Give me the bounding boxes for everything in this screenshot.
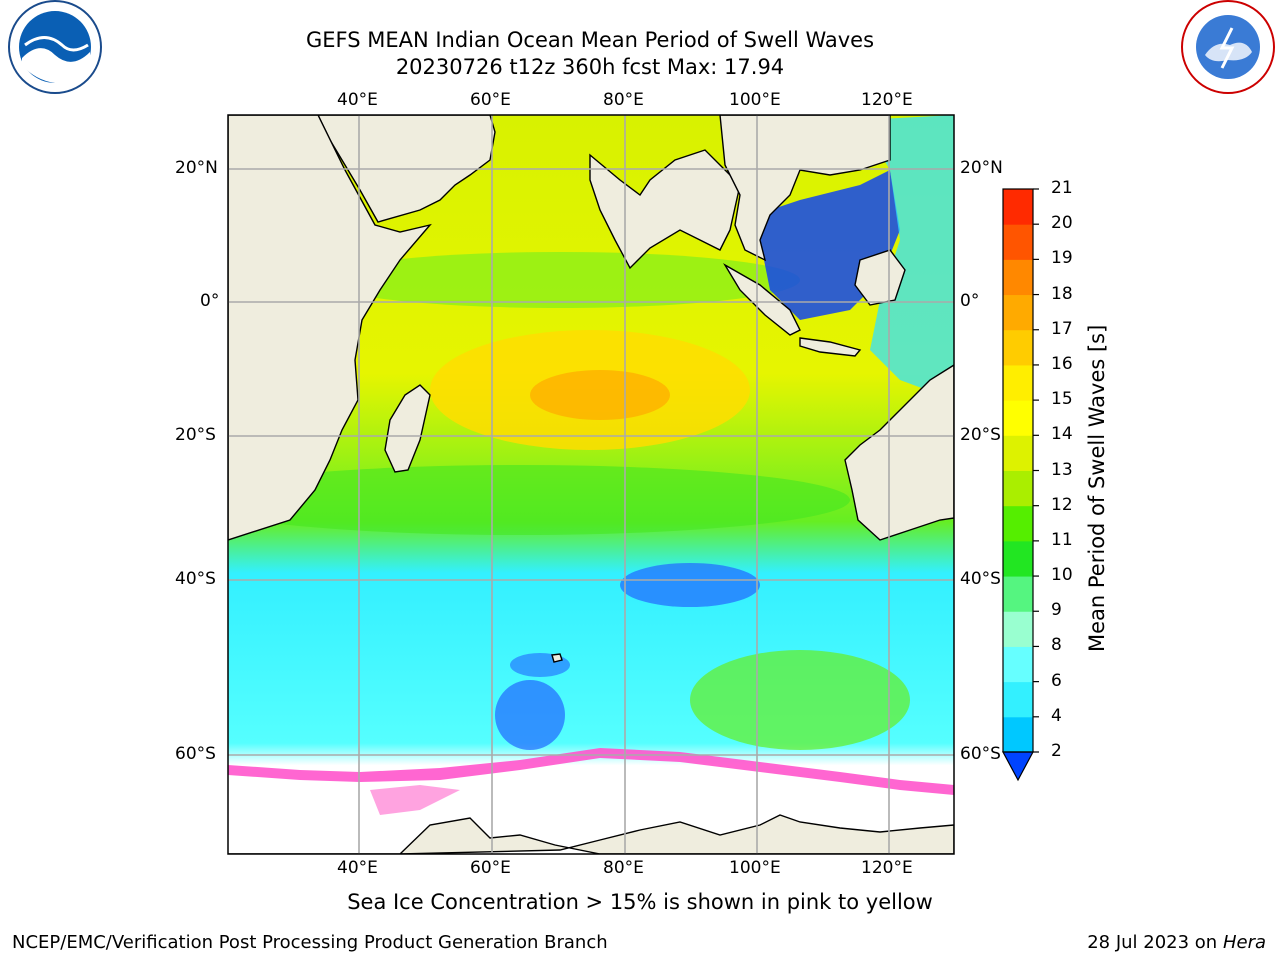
nws-logo — [1181, 0, 1275, 94]
map-panel — [228, 115, 954, 854]
lat-label-right: 0° — [960, 291, 980, 311]
kerguelen — [551, 653, 563, 663]
green-patch-southeast — [690, 650, 910, 750]
colorbar-tick-label: 16 — [1051, 353, 1073, 374]
madagascar — [384, 384, 431, 473]
land — [228, 115, 954, 854]
colorbar-tick-label: 2 — [1051, 741, 1062, 761]
colorbar-tick-label: 17 — [1051, 318, 1073, 339]
green-band-north — [320, 252, 800, 308]
chart-subtitle: 20230726 t12z 360h fcst Max: 17.94 — [395, 55, 785, 79]
colorbar-title: Mean Period of Swell Waves [s] — [1085, 324, 1109, 652]
colorbar-segment — [1003, 435, 1033, 471]
lon-label-bottom: 40°E — [337, 858, 378, 878]
colorbar-tick-label: 20 — [1051, 213, 1073, 234]
lat-label-left: 60°S — [175, 744, 216, 764]
colorbar-segment — [1003, 646, 1033, 683]
colorbar-tick-label: 8 — [1051, 635, 1062, 656]
sea-ice-note: Sea Ice Concentration > 15% is shown in … — [347, 890, 933, 914]
lon-label-bottom: 100°E — [729, 858, 781, 878]
low-period-patch — [495, 680, 565, 750]
graticule — [228, 115, 954, 854]
green-band-south — [228, 465, 850, 535]
colorbar-tick-label: 4 — [1051, 705, 1062, 726]
colorbar-segment — [1003, 681, 1033, 718]
colorbar-segment — [1003, 189, 1033, 225]
southeast-asia — [719, 115, 891, 262]
colorbar-tick-label: 19 — [1051, 248, 1073, 269]
colorbar-segment — [1003, 470, 1033, 507]
lat-label-left: 0° — [200, 291, 220, 311]
noaa-logo — [8, 0, 102, 94]
peak-period-region — [530, 370, 670, 420]
lat-label-left: 20°N — [175, 158, 218, 178]
colorbar-segment — [1003, 259, 1033, 296]
colorbar-segment — [1003, 364, 1033, 401]
borneo — [854, 249, 906, 306]
lon-label-bottom: 120°E — [861, 858, 913, 878]
colorbar-segment — [1003, 576, 1033, 612]
footer-credit: NCEP/EMC/Verification Post Processing Pr… — [12, 932, 608, 953]
colorbar-segment — [1003, 400, 1033, 436]
lon-label-bottom: 80°E — [603, 858, 644, 878]
colorbar-tick-label: 10 — [1051, 565, 1073, 586]
lat-label-right: 40°S — [960, 569, 1001, 589]
colorbar-segment — [1003, 611, 1033, 647]
indonesian-seas-field — [860, 115, 954, 400]
lat-label-left: 20°S — [175, 425, 216, 445]
colorbar-tick-label: 11 — [1051, 529, 1073, 550]
colorbar-segment — [1003, 224, 1033, 260]
antarctica — [228, 814, 954, 854]
africa — [228, 115, 432, 541]
footer-date-text: 28 Jul 2023 on — [1087, 932, 1223, 953]
colorbar-segment — [1003, 329, 1033, 366]
colorbar-tick-label: 15 — [1051, 389, 1073, 410]
colorbar-tick-label: 12 — [1051, 494, 1073, 515]
colorbar-tick-label: 9 — [1051, 600, 1062, 621]
java — [799, 337, 862, 357]
lat-label-right: 20°S — [960, 425, 1001, 445]
colorbar-segment — [1003, 716, 1033, 753]
chart-title: GEFS MEAN Indian Ocean Mean Period of Sw… — [305, 28, 875, 52]
lon-label-top: 60°E — [470, 90, 511, 110]
colorbar-tick-label: 21 — [1051, 178, 1073, 198]
australia — [844, 364, 954, 541]
lon-label-top: 120°E — [861, 90, 913, 110]
colorbar-segment — [1003, 540, 1033, 577]
lon-label-top: 100°E — [729, 90, 781, 110]
sea-ice-patch — [370, 785, 460, 815]
lon-label-top: 40°E — [337, 90, 378, 110]
low-period-patch — [620, 563, 760, 607]
lon-label-bottom: 60°E — [470, 858, 511, 878]
lat-label-right: 60°S — [960, 744, 1001, 764]
colorbar-tick-label: 14 — [1051, 424, 1073, 445]
footer-host: Hera — [1222, 932, 1266, 953]
colorbar-tick-label: 13 — [1051, 459, 1073, 480]
map-frame — [227, 114, 955, 855]
sumatra — [723, 263, 801, 336]
colorbar-segment — [1003, 294, 1033, 331]
colorbar-tick-label: 18 — [1051, 283, 1073, 304]
lat-label-left: 40°S — [175, 569, 216, 589]
lon-label-top: 80°E — [603, 90, 644, 110]
footer-date: 28 Jul 2023 on Hera — [1087, 932, 1266, 953]
india — [589, 149, 741, 270]
colorbar-extend-min — [1001, 751, 1035, 782]
colorbar-tick-label: 6 — [1051, 670, 1062, 691]
colorbar — [1001, 188, 1039, 782]
lat-label-right: 20°N — [960, 158, 1003, 178]
colorbar-segment — [1003, 505, 1033, 542]
sea-ice-edge — [228, 748, 954, 795]
